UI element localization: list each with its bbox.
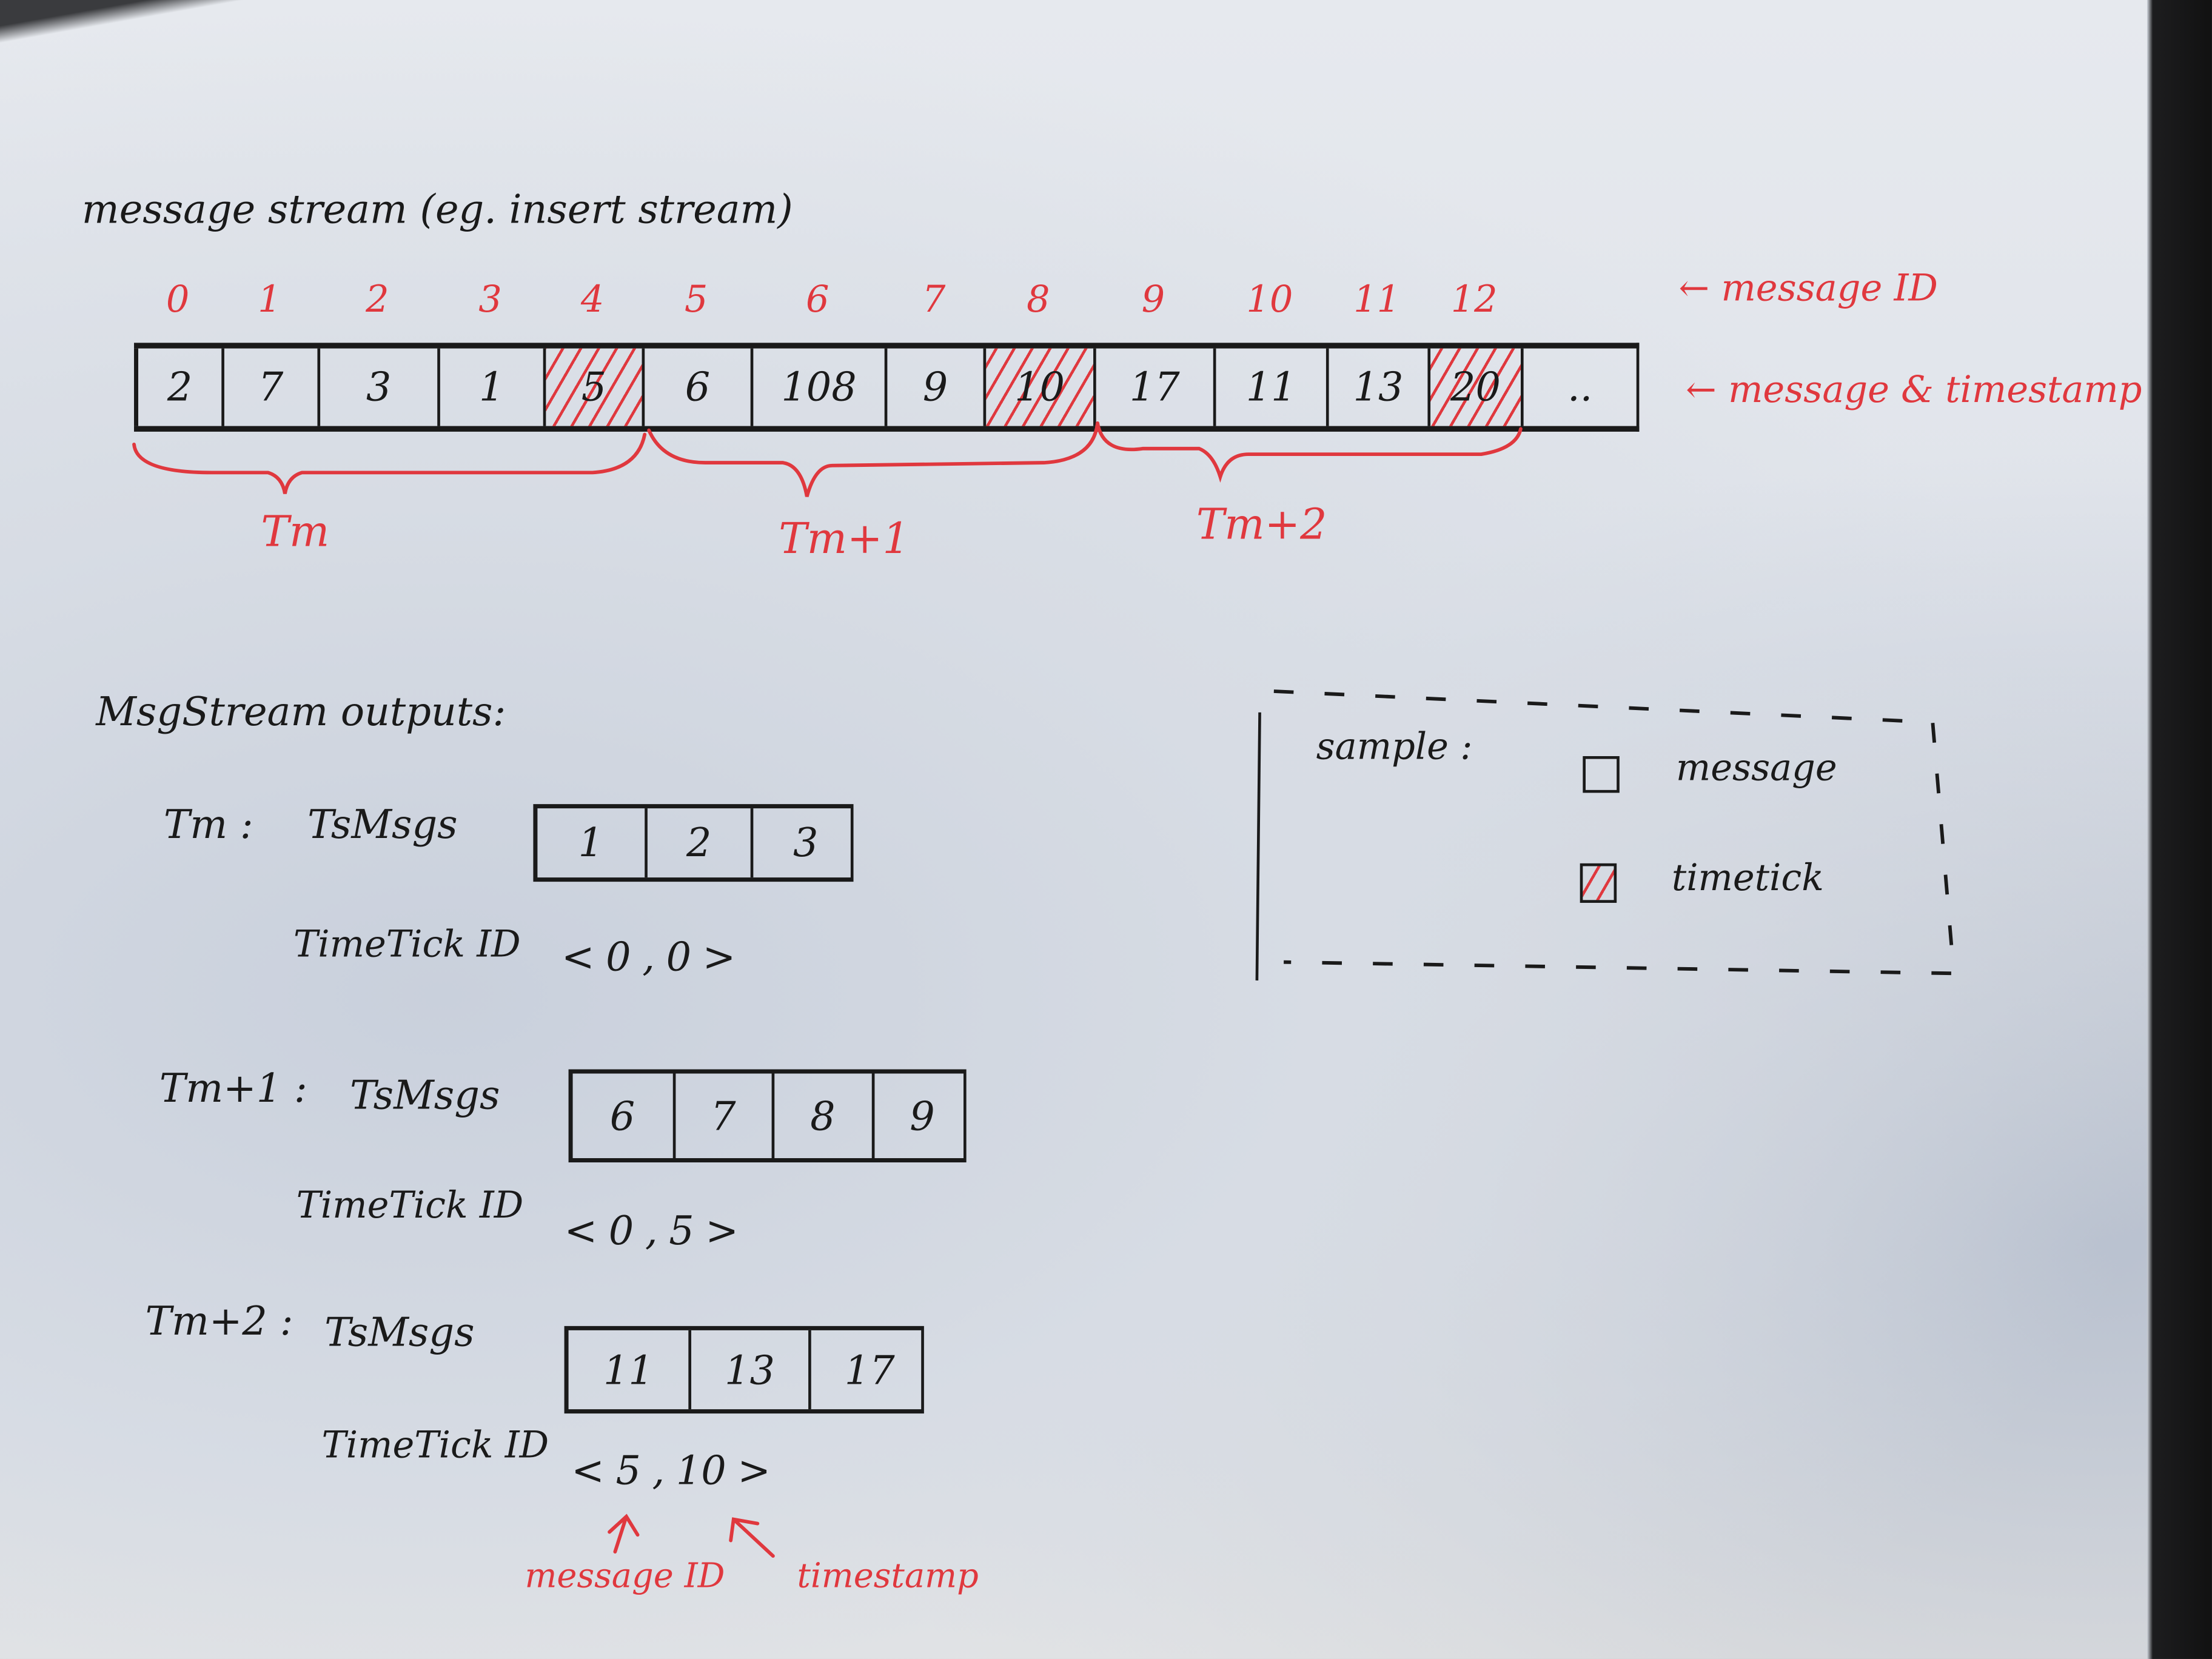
message-cell: 13: [1326, 348, 1428, 426]
output-period-label: Tm+1 :: [159, 1065, 307, 1112]
ts-msg-cell: 11: [603, 1346, 654, 1393]
message-id-row: 0 1 2 3 4 5 6 7 8 9 10 11 12: [0, 280, 1693, 327]
time-tick-timestamp: 0: [666, 934, 692, 980]
timetick-cell: 5: [543, 348, 642, 426]
timestamp-callout: timestamp: [797, 1556, 979, 1596]
period-label: Tm: [261, 508, 330, 557]
ts-msg-cell: 2: [644, 808, 751, 878]
time-tick-message-id: 0: [608, 1207, 634, 1255]
output-period-label: Tm :: [163, 801, 253, 848]
diagram-title: message stream (eg. insert stream): [81, 186, 793, 233]
message-id-callout: message ID: [525, 1556, 725, 1596]
period-label: Tm+1: [779, 515, 910, 565]
message-id-label: 4: [580, 279, 605, 322]
message-id-label: 2: [366, 279, 389, 322]
message-cell: 9: [884, 348, 984, 426]
message-cell: 11: [1213, 348, 1326, 426]
message-id-label: 12: [1450, 279, 1498, 322]
legend-message-swatch: [1583, 756, 1620, 793]
ts-msg-cell: 9: [871, 1073, 971, 1159]
timestamp-arrow: [729, 1517, 775, 1558]
message-id-label: 1: [258, 279, 281, 322]
message-id-label: 11: [1353, 279, 1401, 322]
ts-msg-cell: 7: [672, 1073, 772, 1159]
time-tick-close: >: [702, 934, 736, 980]
legend-message-label: message: [1675, 748, 1837, 790]
ts-msgs-label: TsMsgs: [324, 1309, 475, 1356]
message-id-arrow: [608, 1513, 640, 1554]
ts-msg-cell: 17: [808, 1330, 928, 1410]
ts-msg-cell: 8: [771, 1073, 871, 1159]
message-cell: 6: [642, 348, 751, 426]
outputs-heading: MsgStream outputs:: [96, 688, 506, 736]
message-id-label: 9: [1141, 279, 1165, 322]
message-cell: 17: [1093, 348, 1213, 426]
legend-timetick-label: timetick: [1671, 857, 1824, 900]
ts-msg-cell: 6: [609, 1092, 635, 1139]
message-cell: ..: [1520, 348, 1637, 426]
message-id-label: 6: [805, 279, 830, 322]
time-tick-id-value: <0, 0 >: [561, 934, 736, 980]
period-label: Tm+2: [1196, 500, 1327, 551]
message-id-label: 5: [684, 279, 708, 322]
time-tick-open: <: [564, 1207, 598, 1255]
ts-msgs-label: TsMsgs: [349, 1072, 500, 1119]
time-tick-id-label: TimeTick ID: [321, 1424, 549, 1467]
message-id-label: 0: [166, 279, 190, 322]
ts-msg-cell: 3: [751, 808, 857, 878]
time-tick-open: <: [561, 934, 595, 980]
time-tick-close: >: [737, 1447, 771, 1494]
message-timestamp-annotation: ← message & timestamp: [1686, 369, 2142, 412]
message-cell: 108: [750, 348, 885, 426]
time-tick-sep: ,: [645, 1207, 658, 1255]
time-tick-id-label: TimeTick ID: [293, 923, 521, 967]
ts-msgs-label: TsMsgs: [307, 801, 458, 848]
message-id-label: 3: [478, 279, 502, 322]
time-tick-id-value: <5, 10 >: [571, 1447, 771, 1494]
ts-msg-cell: 1: [578, 819, 604, 866]
time-tick-message-id: 5: [615, 1447, 641, 1494]
brace-tm: [132, 432, 647, 494]
timetick-cell: 10: [983, 348, 1094, 426]
time-tick-id-value: <0, 5 >: [565, 1207, 739, 1254]
time-tick-timestamp: 10: [675, 1447, 726, 1494]
time-tick-sep: ,: [652, 1447, 665, 1494]
ts-msgs-box: 11 13 17: [564, 1326, 924, 1414]
legend-timetick-swatch: [1580, 863, 1617, 903]
time-tick-id-label: TimeTick ID: [296, 1185, 524, 1228]
brace-tm-plus-1: [647, 421, 1099, 497]
message-cell: 7: [221, 348, 317, 426]
message-id-annotation: ← message ID: [1678, 268, 1938, 310]
message-id-label: 8: [1027, 279, 1050, 322]
timetick-cell: 20: [1427, 348, 1521, 426]
message-cell: 3: [317, 348, 437, 426]
message-stream: 2 7 3 1 5 6 108 9 10 17 11 13 20..: [134, 343, 1640, 432]
time-tick-sep: ,: [642, 934, 655, 980]
legend-title: sample :: [1316, 726, 1473, 769]
time-tick-open: <: [571, 1447, 605, 1494]
ts-msg-cell: 13: [688, 1330, 808, 1410]
message-id-label: 10: [1246, 279, 1293, 322]
message-cell: 1: [437, 348, 543, 426]
message-id-label: 7: [922, 279, 946, 322]
time-tick-message-id: 0: [606, 934, 631, 980]
brace-tm-plus-2: [1096, 421, 1523, 483]
time-tick-timestamp: 5: [669, 1207, 694, 1255]
message-cell: 2: [134, 348, 221, 426]
output-period-label: Tm+2 :: [145, 1298, 293, 1345]
time-tick-close: >: [705, 1207, 739, 1255]
